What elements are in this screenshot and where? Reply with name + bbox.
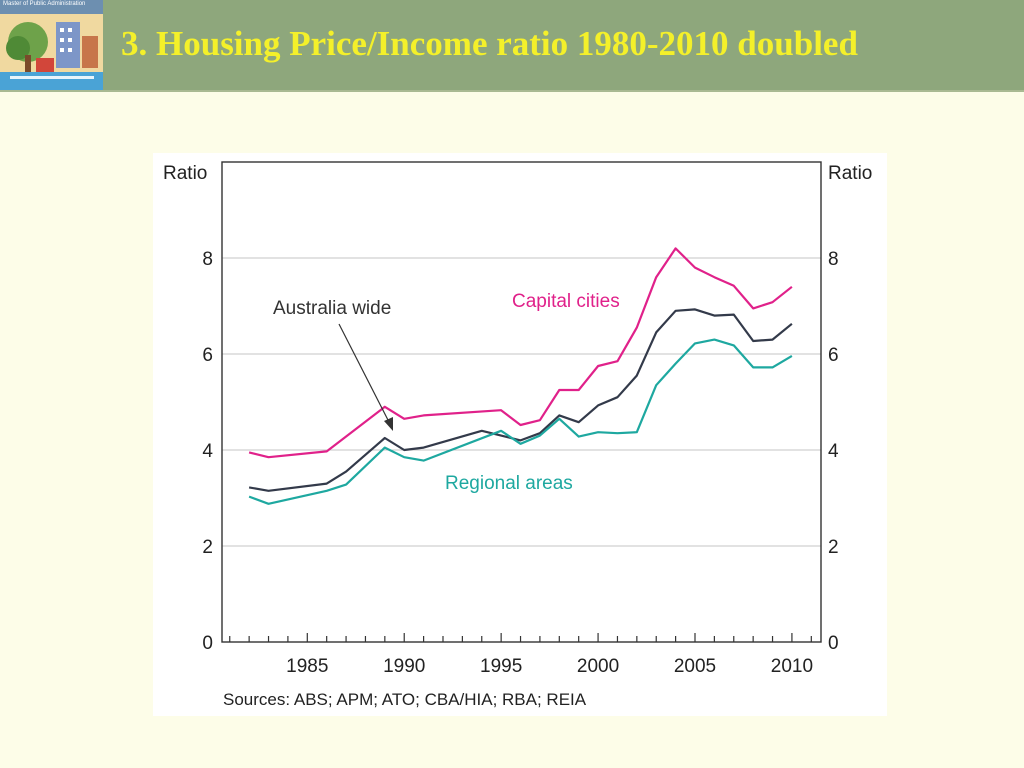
source-note: Sources: ABS; APM; ATO; CBA/HIA; RBA; RE… xyxy=(223,690,587,709)
x-tick-label: 2005 xyxy=(674,656,716,677)
x-tick-label: 1985 xyxy=(286,656,328,677)
chart-panel: 0 0 2 2 4 4 6 6 8 8 Ratio Ratio 1985 1990 1995 2000 2005… xyxy=(153,153,887,716)
y-tick-label-right: 6 xyxy=(828,345,839,366)
y-tick-label-right: 0 xyxy=(828,633,839,654)
label-australia-wide: Australia wide xyxy=(273,298,391,319)
slide-title: 3. Housing Price/Income ratio 1980-2010 … xyxy=(121,24,858,63)
x-tick-label: 2000 xyxy=(577,656,619,677)
y-tick-label-left: 8 xyxy=(202,249,213,270)
logo-text: Master of Public Administration xyxy=(3,1,86,7)
regional-areas-line xyxy=(248,338,793,505)
annotation-arrowhead xyxy=(384,417,393,431)
y-axis-label-left: Ratio xyxy=(163,163,207,184)
y-tick-label-left: 2 xyxy=(202,537,213,558)
x-tick-label: 1990 xyxy=(383,656,425,677)
y-tick-label-right: 4 xyxy=(828,441,839,462)
label-capital-cities: Capital cities xyxy=(512,291,620,312)
y-tick-label-right: 8 xyxy=(828,249,839,270)
y-axis-label-right: Ratio xyxy=(828,163,872,184)
y-tick-label-left: 0 xyxy=(202,633,213,654)
x-tick-label: 2010 xyxy=(771,656,813,677)
annotation-arrow xyxy=(338,323,390,423)
y-tick-label-right: 2 xyxy=(828,537,839,558)
label-regional-areas: Regional areas xyxy=(445,473,573,494)
y-tick-label-left: 4 xyxy=(202,441,213,462)
slide-header: Master of Public Administration 3. Housi… xyxy=(0,0,1024,92)
logo-illustration xyxy=(0,0,103,90)
x-tick-label: 1995 xyxy=(480,656,522,677)
y-tick-label-left: 6 xyxy=(202,345,213,366)
capital-cities-line xyxy=(248,247,793,459)
plot-frame xyxy=(221,161,822,643)
australia-wide-line xyxy=(248,308,793,492)
chart: 0 0 2 2 4 4 6 6 8 8 Ratio Ratio 1985 1990 1995 2000 2005… xyxy=(163,161,872,709)
logo: Master of Public Administration xyxy=(0,0,103,90)
